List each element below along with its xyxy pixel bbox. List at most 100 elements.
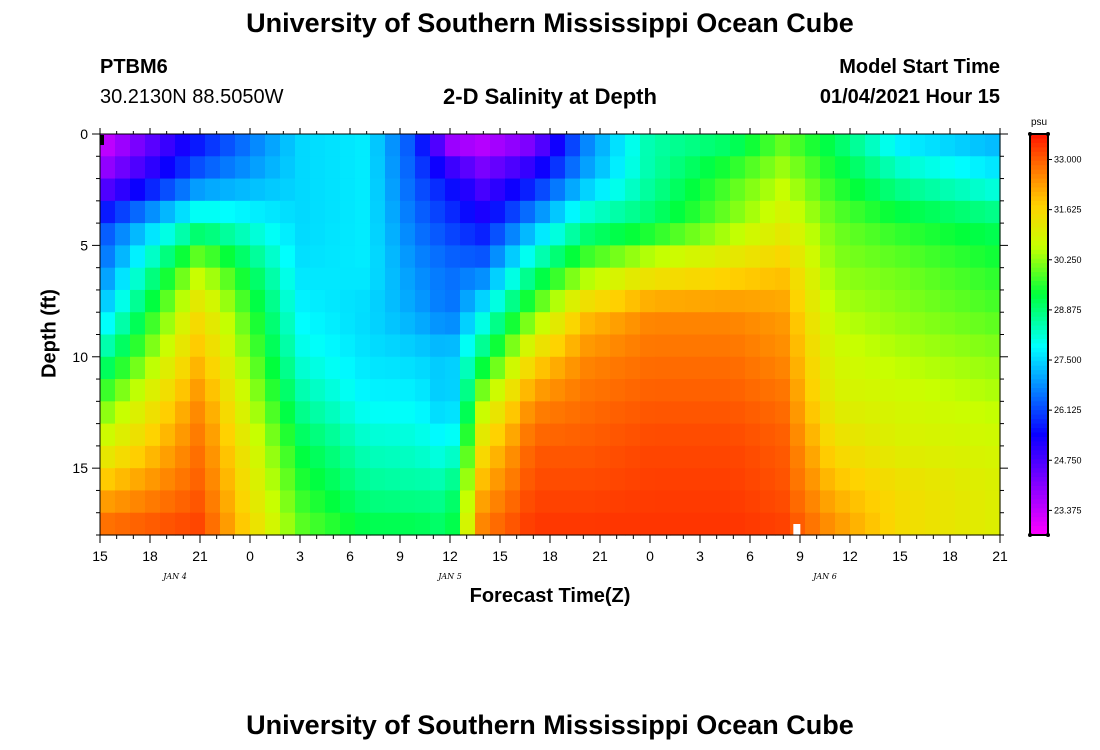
heatmap-cell (190, 490, 206, 514)
colorbar-segment (1030, 526, 1048, 532)
heatmap-cell (460, 156, 476, 180)
heatmap-cell (430, 178, 446, 202)
heatmap-cell (160, 200, 176, 224)
heatmap-cell (820, 178, 836, 202)
model-start-time: 01/04/2021 Hour 15 (819, 86, 1000, 108)
heatmap-cell (640, 289, 656, 313)
heatmap-cell (580, 445, 596, 469)
heatmap-cell (490, 312, 506, 336)
colorbar-segment (1030, 316, 1048, 322)
heatmap-cell (715, 490, 731, 514)
heatmap-cell (205, 223, 221, 246)
heatmap-cell (595, 312, 611, 336)
heatmap-cell (220, 445, 236, 469)
heatmap-cell (760, 245, 776, 269)
heatmap-cell (115, 379, 131, 402)
heatmap-cell (640, 223, 656, 246)
heatmap-cell (610, 379, 626, 402)
heatmap-cell (880, 512, 896, 536)
heatmap-cell (145, 178, 161, 202)
heatmap-cell (385, 178, 401, 202)
heatmap-cell (400, 423, 416, 447)
heatmap-cell (400, 312, 416, 336)
heatmap-cell (490, 245, 506, 269)
heatmap-cell (115, 512, 131, 536)
heatmap-cell (715, 267, 731, 291)
heatmap-cell (145, 134, 161, 157)
x-tick-label: 21 (592, 548, 608, 564)
model-start-label: Model Start Time (839, 56, 1000, 78)
heatmap-cell (535, 512, 551, 536)
heatmap-cell (205, 134, 221, 157)
heatmap-cell (295, 312, 311, 336)
start-marker (100, 135, 104, 145)
heatmap-cell (115, 289, 131, 313)
heatmap-cell (100, 289, 116, 313)
heatmap-cell (940, 445, 956, 469)
heatmap-cell (235, 401, 251, 425)
colorbar-tick-label: 26.125 (1054, 405, 1082, 415)
heatmap-cell (880, 356, 896, 380)
heatmap-cell (925, 289, 941, 313)
heatmap-cell (670, 156, 686, 180)
page-title-top: University of Southern Mississippi Ocean… (246, 8, 854, 38)
heatmap-cell (445, 512, 461, 536)
heatmap-cell (865, 512, 881, 536)
heatmap-cell (340, 401, 356, 425)
heatmap-cell (610, 178, 626, 202)
heatmap-cell (730, 200, 746, 224)
heatmap-cell (100, 223, 116, 246)
heatmap-cell (460, 379, 476, 402)
heatmap-cell (505, 490, 521, 514)
heatmap-cell (955, 334, 971, 358)
x-tick-label: 12 (442, 548, 458, 564)
heatmap-cell (835, 223, 851, 246)
heatmap-cell (220, 468, 236, 492)
heatmap-cell (130, 156, 146, 180)
heatmap-cell (490, 334, 506, 358)
heatmap-cell (280, 468, 296, 492)
heatmap-cell (415, 445, 431, 469)
heatmap-cell (295, 178, 311, 202)
heatmap-cell (985, 445, 1001, 469)
heatmap-cell (925, 312, 941, 336)
heatmap-cell (805, 267, 821, 291)
heatmap-cell (325, 289, 341, 313)
heatmap-cell (100, 178, 116, 202)
heatmap-cell (775, 200, 791, 224)
heatmap-cell (340, 356, 356, 380)
heatmap-cell (730, 401, 746, 425)
heatmap-cell (430, 223, 446, 246)
date-label: JAN 5 (436, 572, 462, 581)
heatmap-cell (805, 178, 821, 202)
heatmap-cell (520, 245, 536, 269)
heatmap-cell (160, 134, 176, 157)
heatmap-cell (685, 156, 701, 180)
heatmap-cell (145, 423, 161, 447)
heatmap-cell (430, 156, 446, 180)
colorbar-tick-label: 28.875 (1054, 305, 1082, 315)
heatmap-cell (715, 312, 731, 336)
colorbar-corner (1046, 132, 1050, 136)
colorbar-tick-label: 23.375 (1054, 505, 1082, 515)
heatmap-cell (520, 379, 536, 402)
heatmap-cell (220, 134, 236, 157)
heatmap-cell (520, 423, 536, 447)
heatmap-cell (985, 334, 1001, 358)
heatmap-cell (940, 267, 956, 291)
heatmap-cell (190, 312, 206, 336)
heatmap-cell (805, 356, 821, 380)
heatmap-cell (940, 468, 956, 492)
heatmap-cell (445, 200, 461, 224)
heatmap-cell (610, 223, 626, 246)
heatmap-cell (565, 289, 581, 313)
heatmap-cell (280, 334, 296, 358)
heatmap-cell (295, 490, 311, 514)
colorbar-segment (1030, 485, 1048, 492)
colorbar-segment (1030, 307, 1048, 313)
heatmap-cell (895, 468, 911, 492)
heatmap-cell (325, 200, 341, 224)
heatmap-cell (955, 156, 971, 180)
heatmap-cell (925, 401, 941, 425)
